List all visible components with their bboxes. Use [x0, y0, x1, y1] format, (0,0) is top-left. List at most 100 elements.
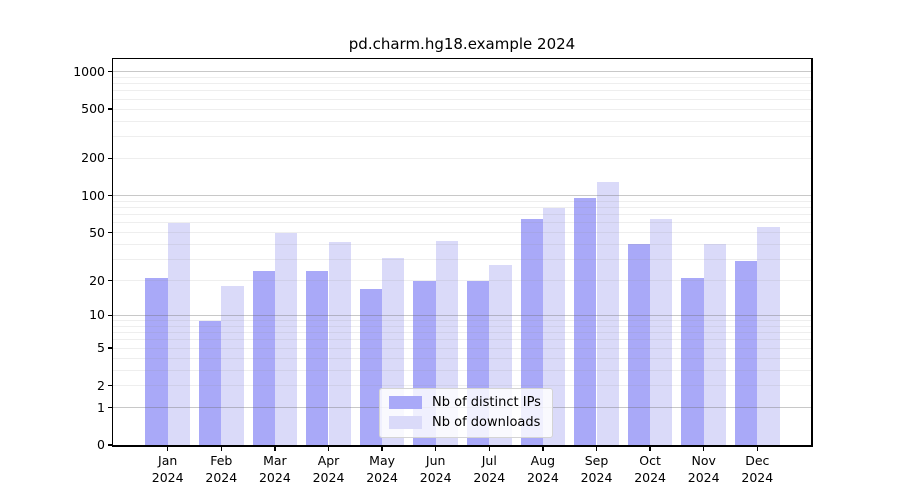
- x-tick-label: Sep 2024: [580, 453, 613, 485]
- y-tick-label: 10: [89, 307, 105, 323]
- bar-distinct-ips: [306, 271, 329, 445]
- bar-distinct-ips: [198, 320, 222, 445]
- gridline-minor: [113, 332, 811, 334]
- gridline-minor: [113, 200, 811, 202]
- gridline-minor: [113, 385, 811, 387]
- gridline-minor: [113, 214, 811, 216]
- x-tick-label: Mar 2024: [258, 453, 291, 485]
- gridline-minor: [113, 347, 811, 349]
- top-spine: [111, 57, 813, 59]
- bar-distinct-ips: [681, 278, 704, 445]
- y-tick-label: 100: [81, 187, 105, 203]
- x-tick-mark: [167, 446, 169, 451]
- bar-downloads: [167, 222, 191, 445]
- y-tick-mark: [107, 347, 112, 349]
- x-tick-mark: [649, 446, 651, 451]
- y-tick-mark: [107, 194, 112, 197]
- gridline-minor: [113, 90, 811, 92]
- x-tick-mark: [327, 446, 330, 451]
- gridline-minor: [113, 339, 811, 341]
- y-tick-mark: [107, 444, 112, 446]
- gridline-major: [113, 195, 811, 197]
- y-tick-mark: [107, 108, 112, 110]
- gridline-minor: [113, 232, 811, 234]
- gridline-minor: [113, 136, 811, 138]
- bottom-spine: [111, 445, 813, 447]
- gridline-minor: [113, 98, 811, 100]
- x-tick-label: Jun 2024: [419, 453, 452, 485]
- x-tick-label: Dec 2024: [741, 453, 774, 485]
- y-tick-label: 500: [81, 101, 105, 117]
- legend-label-downloads: Nb of downloads: [432, 415, 541, 430]
- gridline-minor: [113, 83, 811, 85]
- bar-downloads: [596, 181, 619, 445]
- x-tick-mark: [435, 446, 437, 451]
- bar-downloads: [274, 232, 298, 445]
- y-tick-label: 5: [97, 340, 105, 356]
- legend: Nb of distinct IPs Nb of downloads: [379, 388, 553, 438]
- legend-swatch-distinct-ips: [389, 396, 422, 409]
- gridline-minor: [113, 369, 811, 371]
- gridline-minor: [113, 280, 811, 282]
- chart-title: pd.charm.hg18.example 2024: [348, 35, 576, 53]
- x-tick-mark: [595, 446, 598, 451]
- y-tick-label: 20: [89, 272, 105, 288]
- bar-downloads: [221, 285, 244, 445]
- gridline-minor: [113, 207, 811, 209]
- gridline-minor: [113, 320, 811, 322]
- bar-downloads: [328, 241, 351, 445]
- x-tick-mark: [274, 446, 276, 451]
- gridline-minor: [113, 108, 811, 110]
- bar-distinct-ips: [359, 288, 383, 445]
- y-tick-mark: [107, 231, 112, 234]
- y-tick-label: 1: [97, 399, 105, 415]
- gridline-minor: [113, 120, 811, 122]
- legend-entry-distinct-ips: Nb of distinct IPs: [389, 395, 541, 410]
- bar-downloads: [542, 207, 566, 445]
- legend-label-distinct-ips: Nb of distinct IPs: [432, 395, 541, 410]
- gridline-minor: [113, 222, 811, 224]
- y-tick-mark: [107, 157, 112, 160]
- gridline-minor: [113, 325, 811, 327]
- x-tick-label: Jan 2024: [151, 453, 184, 485]
- x-tick-label: Nov 2024: [687, 453, 720, 485]
- x-tick-mark: [220, 446, 222, 451]
- x-tick-label: Aug 2024: [526, 453, 559, 485]
- x-tick-mark: [381, 446, 383, 451]
- x-tick-label: Jul 2024: [473, 453, 506, 485]
- gridline-minor: [113, 258, 811, 260]
- bar-distinct-ips: [574, 198, 597, 445]
- left-spine: [111, 57, 113, 447]
- gridline-minor: [113, 243, 811, 245]
- gridline-minor: [113, 357, 811, 359]
- y-tick-label: 1000: [73, 63, 105, 79]
- legend-swatch-downloads: [389, 416, 422, 429]
- gridline-major: [113, 314, 811, 316]
- bar-downloads: [703, 244, 727, 445]
- x-tick-mark: [756, 446, 758, 451]
- bar-distinct-ips: [627, 244, 651, 445]
- legend-entry-downloads: Nb of downloads: [389, 415, 541, 430]
- x-tick-label: Feb 2024: [205, 453, 238, 485]
- x-tick-label: Oct 2024: [634, 453, 666, 485]
- bar-downloads: [757, 226, 780, 445]
- y-tick-label: 2: [97, 377, 105, 393]
- y-tick-mark: [107, 314, 112, 317]
- y-tick-mark: [107, 406, 112, 409]
- plot-area: Nb of distinct IPs Nb of downloads Jan 2…: [73, 57, 813, 485]
- y-tick-label: 200: [81, 150, 105, 166]
- x-tick-label: May 2024: [366, 453, 398, 485]
- y-tick-mark: [107, 384, 112, 387]
- gridline-minor: [113, 76, 811, 78]
- y-tick-label: 0: [97, 437, 105, 452]
- x-tick-mark: [703, 446, 705, 451]
- x-tick-mark: [542, 446, 544, 451]
- bar-distinct-ips: [734, 261, 758, 445]
- x-tick-label: Apr 2024: [312, 453, 345, 485]
- y-tick-mark: [107, 71, 112, 73]
- y-tick-mark: [107, 279, 112, 282]
- gridline-major: [113, 71, 811, 73]
- y-tick-label: 50: [89, 224, 105, 240]
- x-tick-mark: [488, 446, 490, 451]
